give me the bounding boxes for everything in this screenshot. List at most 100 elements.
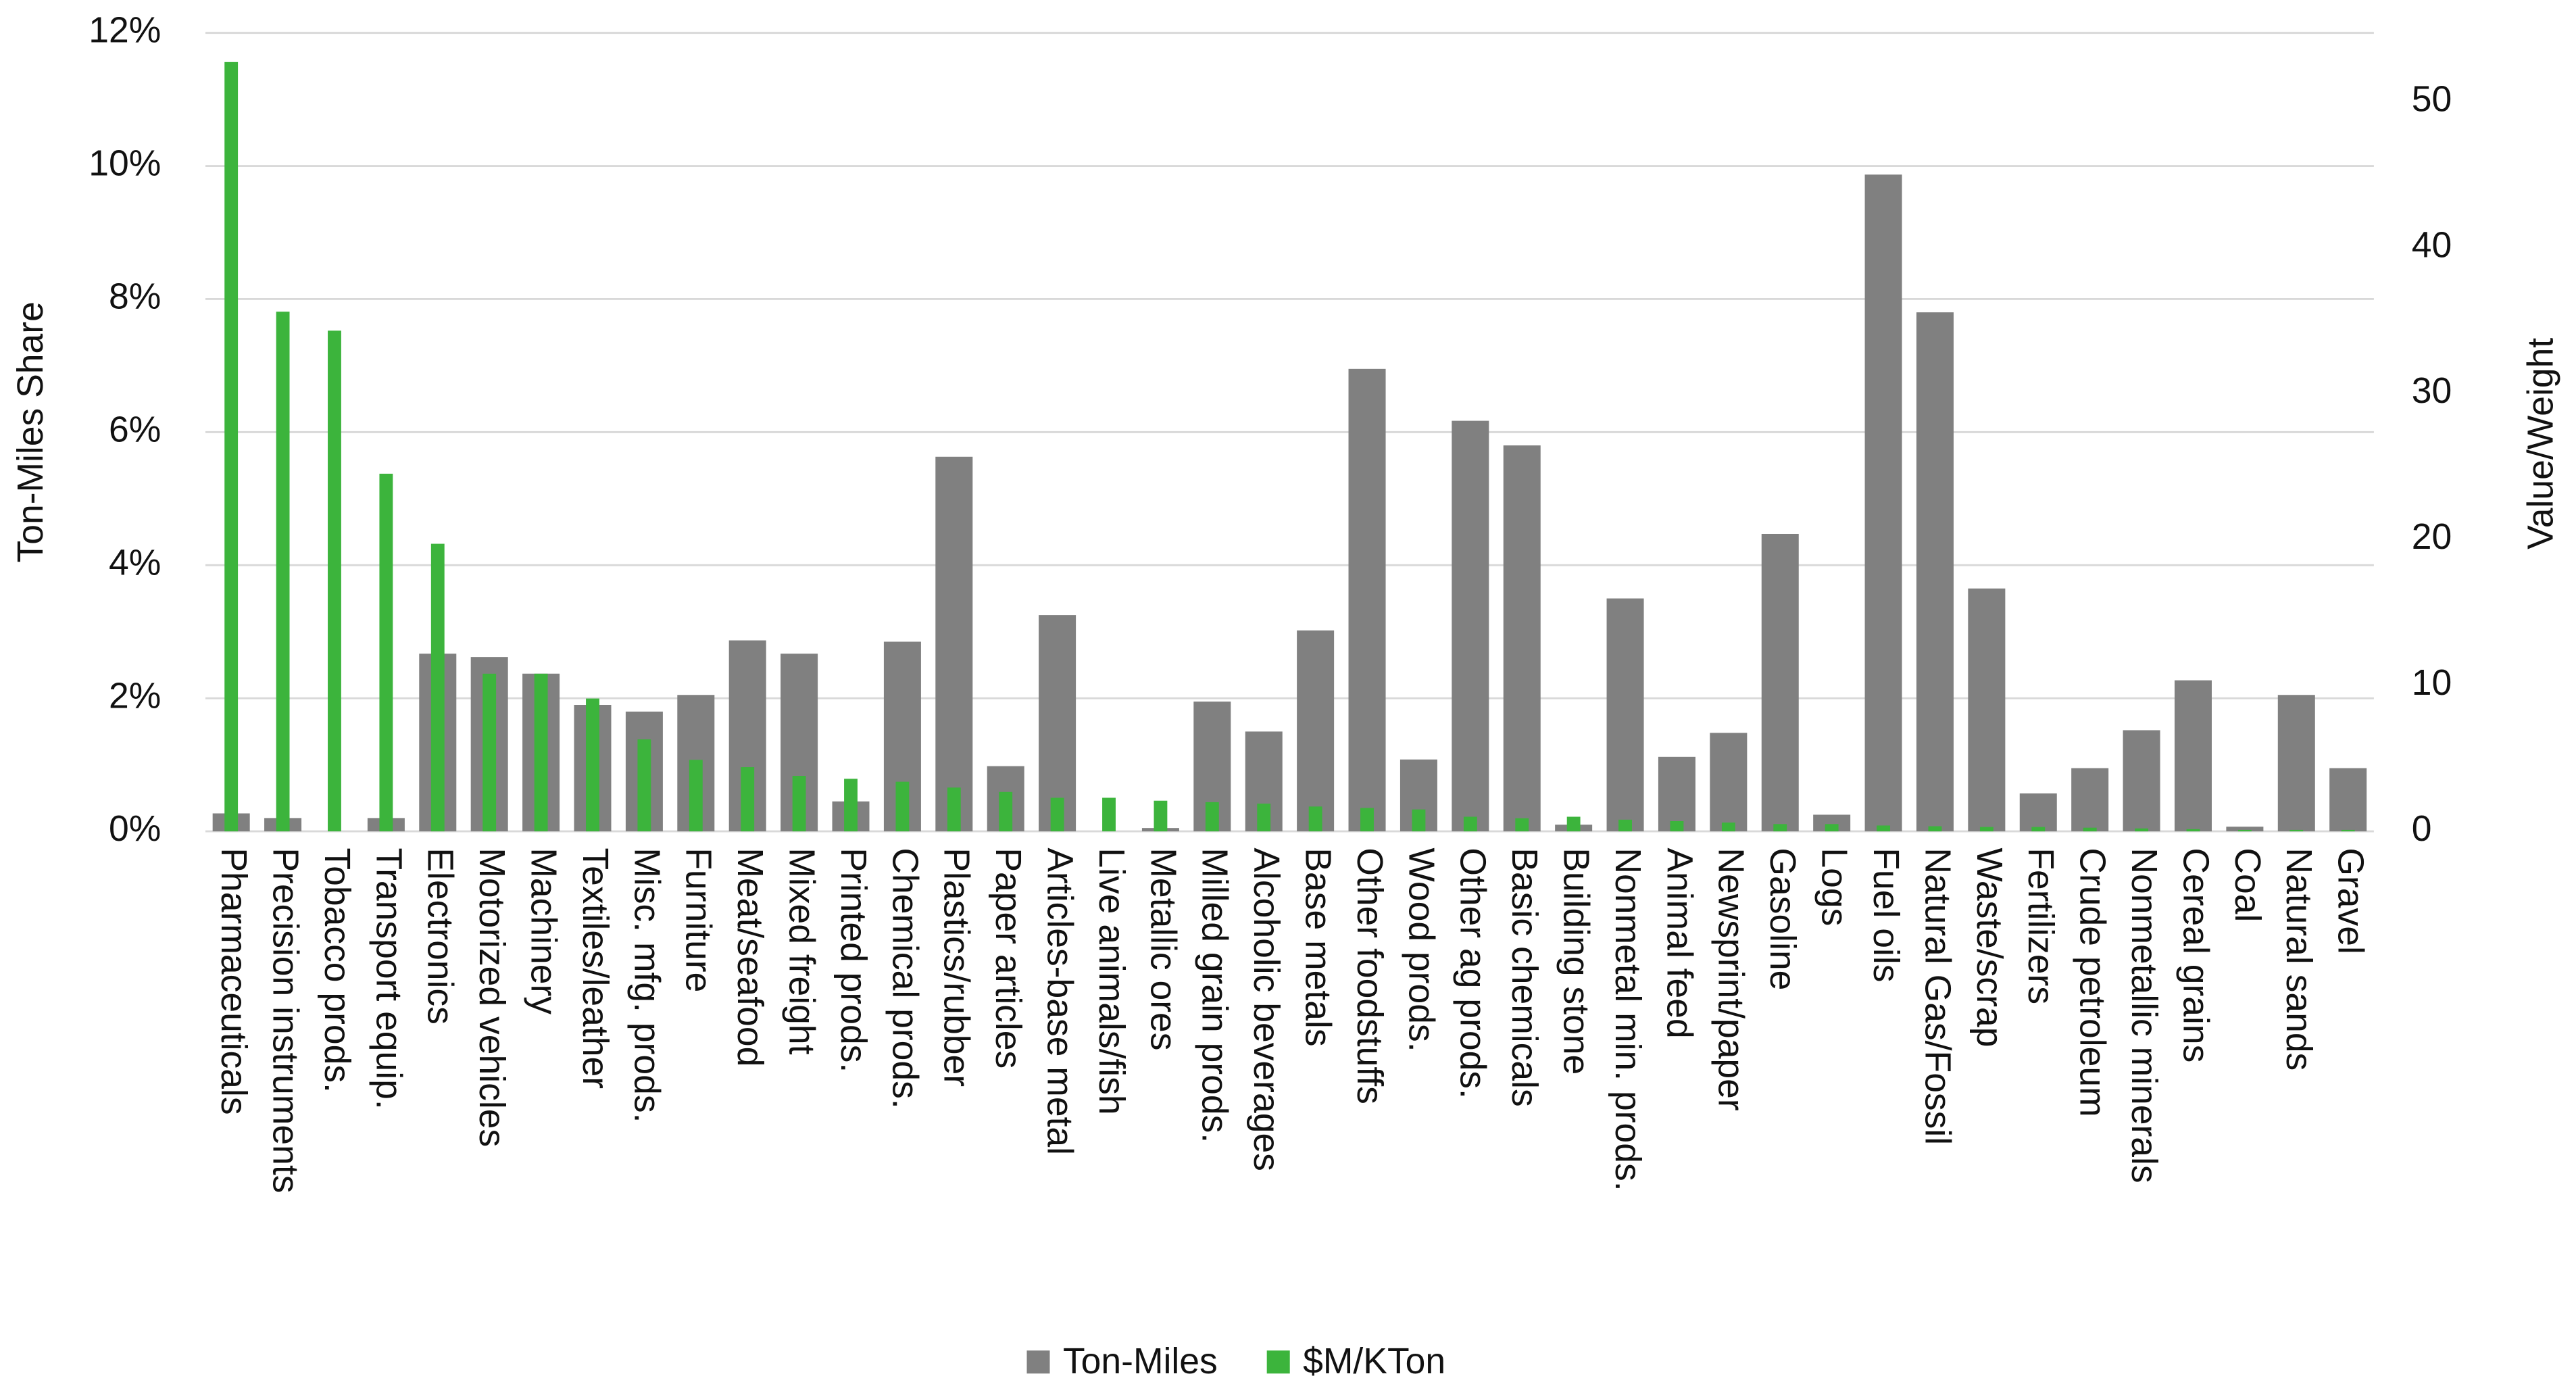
x-tick-label: Printed prods. [833,848,873,1073]
x-tick-label: Meat/seafood [730,848,770,1066]
legend-label: $M/KTon [1303,1342,1445,1381]
bar [1928,826,1942,832]
x-tick-label: Articles-base metal [1039,848,1079,1155]
bar [328,330,341,832]
bar [1877,825,1890,832]
x-tick-label: Motorized vehicles [472,848,512,1147]
y2-tick-label: 0 [2412,809,2432,849]
y-tick-label: 6% [109,410,161,449]
bar [1618,819,1632,832]
bar [1463,816,1477,832]
bar [1257,804,1271,832]
bar [792,776,806,832]
bar [1102,797,1116,832]
bar [741,767,755,832]
bar [1721,823,1735,832]
bar [2019,793,2057,832]
bar [1360,808,1374,832]
x-tick-label: Natural Gas/Fossil [1917,848,1957,1145]
bar [2277,695,2315,832]
bar [1412,809,1426,832]
bar [2123,730,2160,832]
bar [379,473,393,832]
x-tick-label: Logs [1814,848,1854,926]
bar [2083,827,2097,832]
bar [1979,827,1993,832]
x-tick-label: Misc. mfg. prods. [626,848,666,1123]
bar [1308,806,1322,832]
bar [1916,312,1954,832]
bar [482,673,497,832]
x-tick-label: Fertilizers [2021,848,2060,1004]
x-tick-label: Gravel [2331,848,2371,954]
x-tick-label: Electronics [420,848,460,1025]
bar [935,456,973,832]
x-tick-label: Transport equip. [368,848,408,1109]
y-tick-label: 12% [89,11,161,51]
y-tick-label: 0% [109,809,161,849]
bar [1566,816,1581,832]
x-tick-label: Basic chemicals [1504,848,1544,1106]
x-tick-label: Textiles/leather [575,848,615,1089]
bar [1658,756,1695,832]
bar [1670,820,1684,832]
x-tick-label: Machinery [523,848,563,1014]
bar [637,739,651,832]
bar [1452,420,1489,832]
bar [2031,827,2046,832]
bar [1864,174,1902,832]
x-tick-label: Mixed freight [781,848,821,1054]
y2-tick-label: 20 [2412,517,2452,557]
bar [1154,800,1168,832]
y-tick-label: 10% [89,144,161,184]
legend-swatch [1026,1350,1050,1374]
x-tick-label: Nonmetal min. prods. [1608,848,1648,1191]
bar [1297,630,1335,832]
x-tick-label: Precision instruments [265,848,305,1193]
x-tick-label: Coal [2227,848,2267,922]
x-tick-label: Furniture [678,848,718,992]
bar [1773,824,1787,832]
x-tick-label: Base metals [1298,848,1338,1046]
bar [844,779,858,832]
bar [999,791,1013,832]
bar [1515,818,1529,832]
bar [224,62,239,832]
bar [947,787,961,832]
bar [1606,598,1644,832]
x-tick-label: Pharmaceuticals [214,848,253,1114]
bar [430,543,445,832]
x-tick-label: Tobacco prods. [317,848,357,1093]
bar [2071,768,2109,832]
bar [534,673,548,832]
bar [2135,828,2149,832]
bar [2174,680,2212,832]
x-tick-label: Paper articles [988,848,1028,1069]
bar [1968,588,2006,832]
bar [586,698,599,832]
x-tick-label: Other ag prods. [1453,848,1493,1099]
bar [1710,733,1748,832]
y-axis-title: Ton-Miles Share [11,301,51,562]
bar [2186,829,2200,832]
bar [1050,797,1064,832]
x-tick-label: Natural sands [2279,848,2319,1071]
x-tick-label: Cereal grains [2175,848,2215,1062]
y-tick-label: 2% [109,676,161,716]
x-tick-label: Newsprint/paper [1711,848,1751,1110]
x-tick-label: Alcoholic beverages [1246,848,1286,1171]
y2-tick-label: 40 [2412,225,2452,265]
y2-tick-label: 10 [2412,663,2452,703]
bar [2226,827,2264,832]
bar [895,781,910,832]
x-tick-label: Plastics/rubber [937,848,976,1087]
bar [1348,368,1386,832]
x-tick-label: Crude petroleum [2073,848,2112,1116]
bar [276,312,290,832]
y2-tick-label: 50 [2412,79,2452,119]
bar [1039,615,1076,832]
bar [2289,829,2304,832]
x-tick-label: Chemical prods. [885,848,924,1108]
x-tick-label: Other foodstuffs [1349,848,1389,1104]
